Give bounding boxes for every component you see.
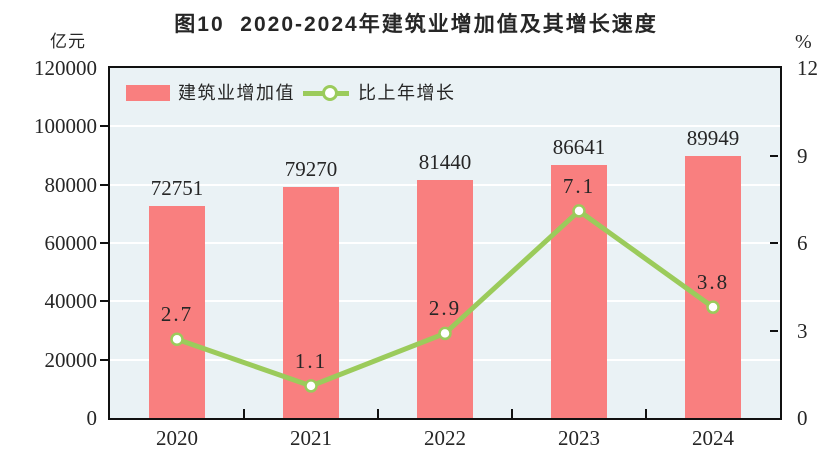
line-value-label: 2.7 <box>160 302 194 327</box>
line-legend-marker-icon <box>322 85 338 101</box>
x-axis-category-label: 2024 <box>692 426 734 450</box>
left-axis-tick <box>100 183 108 186</box>
line-point-2023 <box>572 204 586 218</box>
legend: 建筑业增加值 比上年增长 <box>126 82 476 104</box>
line-point-2024 <box>706 300 720 314</box>
line-point-2020 <box>170 332 184 346</box>
right-axis-tick <box>770 154 778 157</box>
line-point-2022 <box>438 326 452 341</box>
left-axis-tick-label: 60000 <box>44 231 98 255</box>
left-axis-tick <box>100 125 108 128</box>
chart-title: 图10 2020-2024年建筑业增加值及其增长速度 <box>174 13 658 36</box>
x-axis-category-label: 2021 <box>290 426 332 450</box>
right-axis-tick-label: 3 <box>797 318 808 343</box>
x-axis-category-label: 2020 <box>156 426 198 450</box>
x-axis-category-label: 2022 <box>424 426 466 450</box>
line-value-label: 2.9 <box>428 296 462 321</box>
gridline <box>110 125 780 128</box>
right-axis-tick <box>770 329 778 332</box>
bar-value-label: 81440 <box>418 150 472 175</box>
line-point-2021 <box>304 379 318 393</box>
bar-2022 <box>417 180 473 418</box>
line-series-layer <box>170 204 720 393</box>
bar-value-label: 79270 <box>284 156 338 181</box>
right-axis-unit-label: % <box>795 31 812 53</box>
bar-2020 <box>149 205 205 418</box>
line-value-label: 1.1 <box>294 348 328 373</box>
x-axis-category-label: 2023 <box>558 426 600 450</box>
left-axis-tick-label: 0 <box>86 406 98 430</box>
legend-label-bars: 建筑业增加值 <box>178 83 295 103</box>
right-axis-tick-label: 9 <box>797 143 808 168</box>
bar-2024 <box>685 155 741 418</box>
left-axis-tick-label: 40000 <box>44 289 98 314</box>
left-axis-tick-label: 100000 <box>34 114 97 139</box>
right-axis-tick-label: 6 <box>797 231 808 255</box>
right-axis-tick-label: 12 <box>797 56 818 80</box>
left-axis-tick-label: 20000 <box>44 347 98 372</box>
bar-value-label: 72751 <box>150 175 204 200</box>
bar-legend-swatch <box>126 85 170 101</box>
plot-area: 72751 79270 81440 86641 89949 2.7 1.1 2.9 7.1 3.8… <box>34 56 818 450</box>
x-axis-tick <box>645 409 647 418</box>
right-axis-tick-label: 0 <box>797 406 808 430</box>
left-axis-tick-label: 80000 <box>44 172 98 197</box>
legend-label-line: 比上年增长 <box>358 83 456 103</box>
left-axis-tick <box>100 358 108 361</box>
line-value-label: 7.1 <box>562 173 596 198</box>
left-axis-tick-label: 120000 <box>34 56 97 80</box>
left-axis-tick <box>100 300 108 303</box>
left-axis-tick <box>100 242 108 244</box>
left-axis-unit-label: 亿元 <box>50 32 86 51</box>
x-axis-tick <box>511 409 513 418</box>
x-axis-tick <box>377 409 379 418</box>
x-axis-tick <box>243 409 245 418</box>
line-value-label: 3.8 <box>696 270 730 295</box>
bar-value-label: 86641 <box>552 135 606 160</box>
bar-value-label: 89949 <box>686 125 740 150</box>
right-axis-tick <box>770 242 778 244</box>
